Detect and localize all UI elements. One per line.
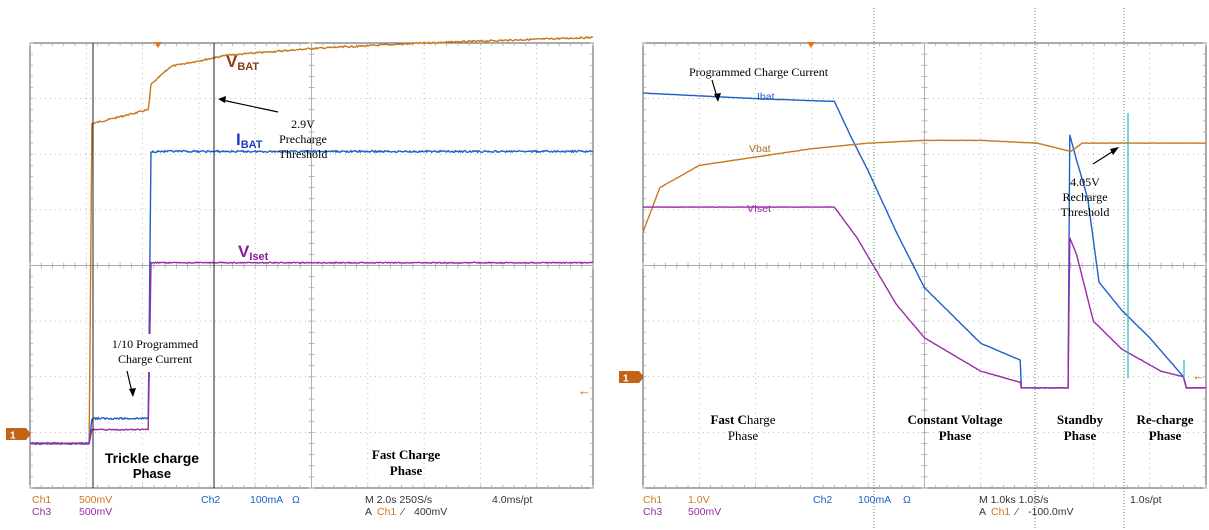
left-ohm-icon: Ω bbox=[292, 494, 300, 506]
svg-text:4.05V: 4.05V bbox=[1070, 175, 1100, 189]
ibat-label: IBAT bbox=[236, 130, 263, 151]
cv-phase-label: Constant Voltage Phase bbox=[908, 412, 1003, 443]
right-trace-viset bbox=[642, 206, 1207, 389]
svg-text:Ω: Ω bbox=[903, 494, 911, 506]
viset-trace-label: VIset bbox=[747, 203, 771, 215]
svg-text:-100.0mV: -100.0mV bbox=[1028, 506, 1074, 518]
svg-text:Ch3: Ch3 bbox=[643, 506, 662, 518]
trickle-phase-label: Trickle charge Phase bbox=[94, 446, 210, 482]
right-slope-icon: ⁄ bbox=[1013, 506, 1020, 518]
right-scope-panel: 1 ← Programmed Charge Current Ibat Vbat … bbox=[619, 8, 1207, 530]
right-fast-phase-label: Fast Charge Phase bbox=[710, 412, 775, 443]
left-footer: Ch1 500mV Ch3 500mV Ch2 100mA Ω M 2.0s 2… bbox=[32, 494, 532, 518]
left-trigger-level: 400mV bbox=[414, 506, 447, 518]
left-timebase: M 2.0s 250S/s bbox=[365, 494, 432, 506]
svg-text:Phase: Phase bbox=[1149, 428, 1182, 443]
trigger-position-icon bbox=[154, 42, 162, 48]
svg-text:1.0s/pt: 1.0s/pt bbox=[1130, 494, 1162, 506]
left-trace-ibat bbox=[29, 149, 594, 446]
svg-text:Threshold: Threshold bbox=[1061, 205, 1110, 219]
ch1-ground-marker: 1 bbox=[6, 428, 31, 442]
right-traces bbox=[642, 92, 1207, 389]
svg-text:Ch1: Ch1 bbox=[643, 494, 662, 506]
left-scope-panel: 1 ← VBAT IBAT VIset 2.9V Precharge Thres… bbox=[6, 36, 594, 518]
svg-text:Phase: Phase bbox=[390, 463, 423, 478]
left-grid bbox=[29, 42, 594, 489]
left-trace-viset bbox=[29, 261, 594, 445]
trigger-level-icon: ← bbox=[578, 383, 591, 398]
svg-text:Ch1: Ch1 bbox=[991, 506, 1010, 518]
trickle-current-annotation: 1/10 Programmed Charge Current bbox=[104, 334, 210, 397]
right-trace-ibat bbox=[643, 92, 1207, 389]
svg-text:Fast Charge: Fast Charge bbox=[372, 447, 440, 462]
left-traces bbox=[29, 36, 594, 488]
precharge-threshold-annotation: 2.9V Precharge Threshold bbox=[218, 96, 327, 161]
recharge-phase-label: Re-charge Phase bbox=[1136, 412, 1193, 443]
left-pt: 4.0ms/pt bbox=[492, 494, 532, 506]
left-ch3-scale: 500mV bbox=[79, 506, 112, 518]
left-ch1-label: Ch1 bbox=[32, 494, 51, 506]
svg-text:100mA: 100mA bbox=[858, 494, 891, 506]
svg-text:Phase: Phase bbox=[1064, 428, 1097, 443]
right-trace-vbat bbox=[642, 139, 1207, 233]
svg-text:1: 1 bbox=[623, 374, 629, 385]
svg-text:Standby: Standby bbox=[1057, 412, 1104, 427]
svg-text:Recharge: Recharge bbox=[1062, 190, 1107, 204]
svg-text:A: A bbox=[979, 506, 986, 518]
svg-text:M 1.0ks 1.0S/s: M 1.0ks 1.0S/s bbox=[979, 494, 1048, 506]
ch1-marker-label: 1 bbox=[10, 431, 16, 442]
left-ch1-scale: 500mV bbox=[79, 494, 112, 506]
svg-text:Constant Voltage: Constant Voltage bbox=[908, 412, 1003, 427]
vbat-label: VBAT bbox=[226, 52, 259, 73]
svg-text:Ch2: Ch2 bbox=[813, 494, 832, 506]
svg-text:Phase: Phase bbox=[939, 428, 972, 443]
trigger-position-icon-right bbox=[807, 42, 815, 48]
threshold-value: 2.9V bbox=[291, 117, 315, 131]
threshold-line3: Threshold bbox=[279, 147, 328, 161]
svg-text:Phase: Phase bbox=[728, 428, 759, 443]
right-footer: Ch1 1.0V Ch3 500mV Ch2 100mA Ω M 1.0ks 1… bbox=[643, 494, 1162, 518]
svg-text:Phase: Phase bbox=[133, 466, 171, 481]
left-trigger-ch: Ch1 bbox=[377, 506, 396, 518]
right-grid bbox=[642, 42, 1207, 489]
ch1-ground-marker-right: 1 bbox=[619, 371, 644, 385]
recharge-threshold-annotation: 4.05V Recharge Threshold bbox=[1061, 147, 1119, 219]
left-ch2-label: Ch2 bbox=[201, 494, 220, 506]
left-ch2-scale: 100mA bbox=[250, 494, 283, 506]
svg-text:500mV: 500mV bbox=[688, 506, 721, 518]
ibat-trace-label: Ibat bbox=[757, 91, 775, 103]
vbat-trace-label: Vbat bbox=[749, 143, 771, 155]
programmed-current-label: Programmed Charge Current bbox=[689, 65, 829, 79]
fast-phase-label: Fast Charge Phase bbox=[372, 447, 440, 478]
svg-text:1.0V: 1.0V bbox=[688, 494, 710, 506]
svg-text:Re-charge: Re-charge bbox=[1136, 412, 1193, 427]
standby-phase-label: Standby Phase bbox=[1057, 412, 1104, 443]
svg-text:Trickle charge: Trickle charge bbox=[105, 450, 199, 466]
trickle-current-line2: Charge Current bbox=[118, 352, 193, 366]
left-ch3-label: Ch3 bbox=[32, 506, 51, 518]
trigger-level-icon-right: ← bbox=[1192, 368, 1205, 383]
threshold-line2: Precharge bbox=[279, 132, 327, 146]
trickle-current-line1: 1/10 Programmed bbox=[112, 337, 198, 351]
left-slope-icon: ⁄ bbox=[399, 506, 406, 518]
left-trigger-prefix: A bbox=[365, 506, 372, 518]
svg-text:Fast Charge: Fast Charge bbox=[710, 412, 775, 427]
viset-label: VIset bbox=[238, 242, 269, 263]
left-trace-vbat bbox=[29, 36, 594, 446]
